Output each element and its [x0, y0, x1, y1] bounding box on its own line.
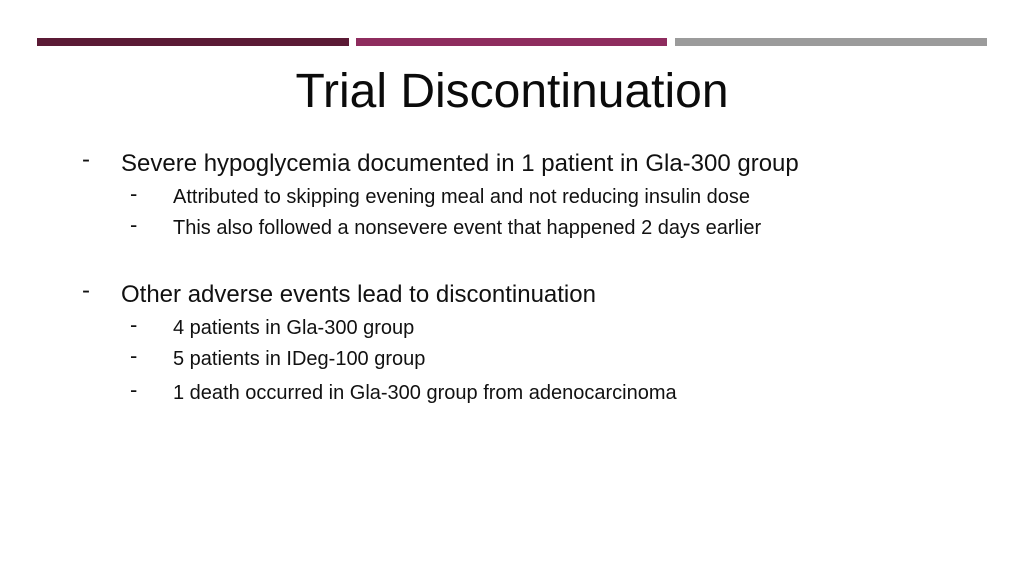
accent-bar-middle — [356, 38, 667, 46]
sub-bullet-text: 5 patients in IDeg-100 group — [173, 348, 426, 370]
bullet-item: - Severe hypoglycemia documented in 1 pa… — [0, 146, 1024, 182]
sub-bullet-text: 1 death occurred in Gla-300 group from a… — [173, 382, 677, 404]
accent-bar-left — [37, 38, 349, 46]
bullet-marker: - — [82, 277, 90, 304]
sub-bullet-marker: - — [130, 312, 138, 337]
bullet-text: Other adverse events lead to discontinua… — [121, 281, 596, 308]
bullet-marker: - — [82, 146, 90, 173]
bullet-section-hypoglycemia: - Severe hypoglycemia documented in 1 pa… — [0, 146, 1024, 244]
sub-bullet-item: - Attributed to skipping evening meal an… — [0, 181, 1024, 213]
sub-bullet-text: Attributed to skipping evening meal and … — [173, 186, 751, 208]
sub-bullet-text: 4 patients in Gla-300 group — [173, 317, 415, 339]
bullet-item: - Other adverse events lead to discontin… — [0, 277, 1024, 313]
sub-bullet-item: - 1 death occurred in Gla-300 group from… — [0, 377, 1024, 409]
sub-bullet-marker: - — [130, 181, 138, 206]
sub-bullet-item: - 4 patients in Gla-300 group — [0, 312, 1024, 344]
sub-bullet-item: - 5 patients in IDeg-100 group — [0, 343, 1024, 375]
bullet-section-adverse-events: - Other adverse events lead to discontin… — [0, 277, 1024, 409]
sub-bullet-item: - This also followed a nonsevere event t… — [0, 212, 1024, 244]
bullet-text: Severe hypoglycemia documented in 1 pati… — [121, 150, 799, 177]
accent-bar-right — [675, 38, 987, 46]
sub-bullet-marker: - — [130, 377, 138, 402]
slide-title: Trial Discontinuation — [295, 65, 729, 118]
sub-bullet-marker: - — [130, 212, 138, 237]
sub-bullet-text: This also followed a nonsevere event tha… — [173, 217, 762, 239]
sub-bullet-marker: - — [130, 343, 138, 368]
